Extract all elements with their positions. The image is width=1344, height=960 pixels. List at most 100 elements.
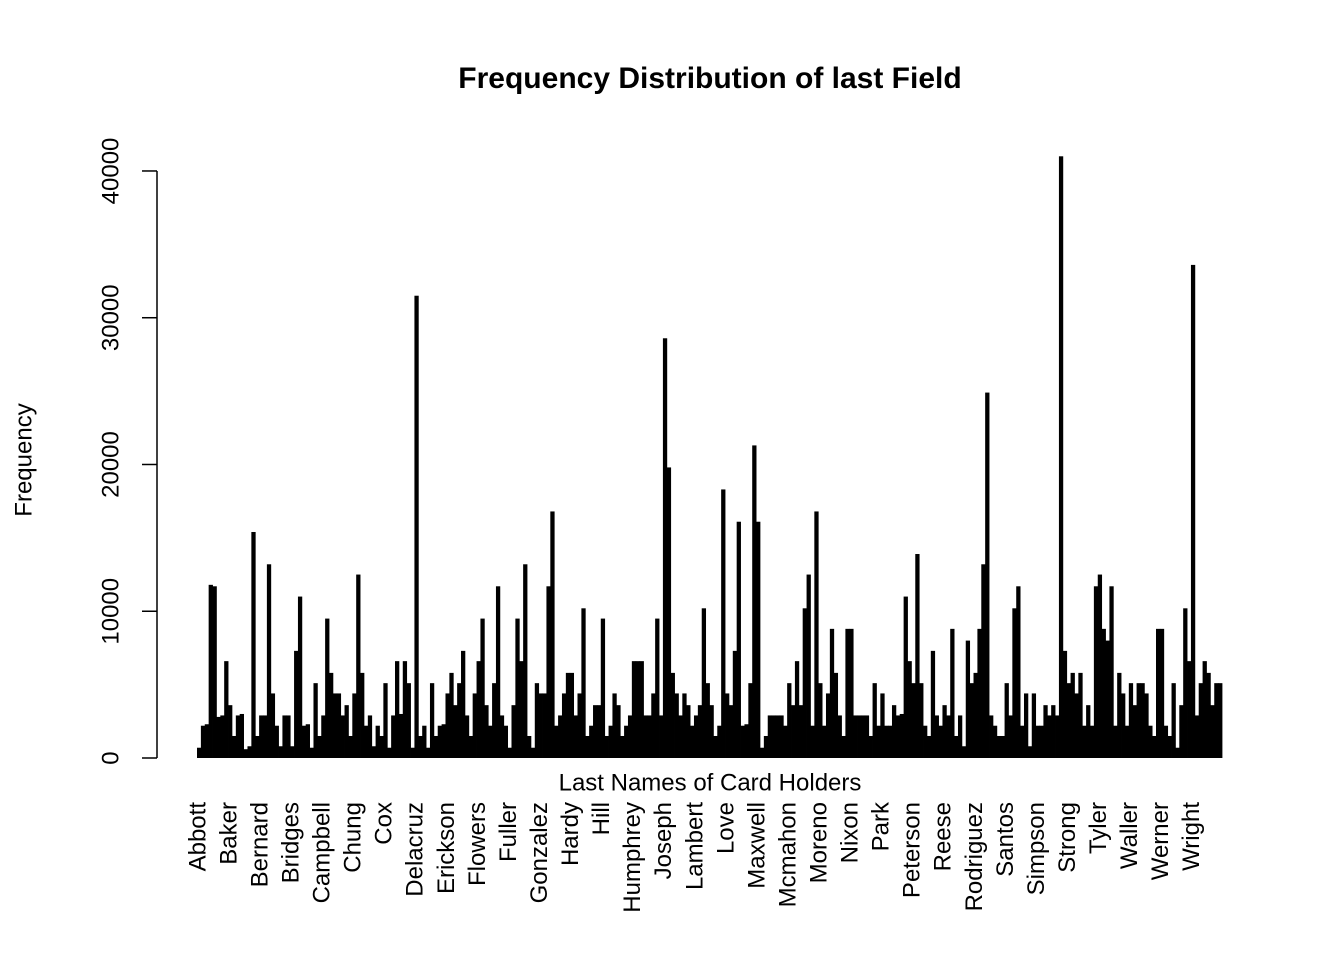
bar bbox=[895, 715, 901, 758]
x-tick-label: Chung bbox=[340, 802, 367, 873]
bar bbox=[418, 735, 423, 758]
bar bbox=[864, 715, 870, 758]
bar bbox=[301, 725, 307, 758]
bar bbox=[946, 715, 951, 758]
bar bbox=[212, 586, 217, 758]
bar bbox=[1155, 628, 1161, 758]
bar bbox=[263, 715, 268, 758]
bar bbox=[705, 683, 710, 758]
bar bbox=[1218, 683, 1223, 758]
x-axis-title: Last Names of Card Holders bbox=[559, 769, 862, 796]
bar bbox=[321, 715, 326, 758]
bar bbox=[1089, 725, 1095, 758]
bar bbox=[367, 715, 373, 758]
bar bbox=[216, 716, 221, 758]
bar bbox=[534, 683, 540, 758]
bar bbox=[911, 683, 916, 758]
bar bbox=[779, 715, 784, 758]
bar bbox=[294, 650, 299, 758]
x-tick-label: Abbott bbox=[184, 802, 211, 872]
x-tick-label: Strong bbox=[1054, 802, 1081, 873]
bar bbox=[1136, 683, 1141, 758]
x-tick-label: Baker bbox=[215, 802, 242, 865]
bar bbox=[499, 715, 505, 758]
y-tick-label: 0 bbox=[97, 751, 124, 764]
x-tick-label: Love bbox=[712, 802, 739, 854]
bar bbox=[647, 715, 652, 758]
bar bbox=[833, 672, 839, 758]
bar bbox=[204, 724, 210, 758]
bar bbox=[915, 554, 920, 758]
chart-title: Frequency Distribution of last Field bbox=[458, 62, 961, 95]
bar bbox=[1031, 693, 1037, 758]
bar bbox=[880, 693, 885, 758]
bar bbox=[662, 338, 668, 758]
x-tick-label: Gonzalez bbox=[526, 802, 553, 903]
bar bbox=[197, 747, 202, 758]
bar bbox=[255, 735, 260, 758]
bar bbox=[480, 618, 485, 758]
bar bbox=[274, 725, 279, 758]
bar bbox=[1043, 705, 1048, 758]
bar bbox=[433, 735, 439, 758]
x-tick-label: Cox bbox=[371, 802, 398, 845]
bar bbox=[996, 735, 1002, 758]
bar bbox=[278, 746, 283, 758]
bar bbox=[453, 705, 458, 758]
bar bbox=[822, 725, 827, 758]
bar bbox=[309, 747, 314, 758]
bar bbox=[934, 715, 939, 758]
bar bbox=[224, 661, 229, 758]
bar bbox=[472, 693, 477, 758]
bar bbox=[495, 586, 501, 758]
bar bbox=[678, 715, 683, 758]
bar bbox=[612, 693, 617, 758]
bar bbox=[1124, 725, 1130, 758]
bar bbox=[787, 683, 792, 758]
bar bbox=[519, 661, 524, 758]
bar bbox=[550, 511, 555, 758]
bar bbox=[1167, 735, 1172, 758]
bar bbox=[1148, 725, 1153, 758]
x-tick-label: Joseph bbox=[650, 802, 677, 879]
bar bbox=[251, 531, 256, 758]
bar bbox=[697, 705, 703, 758]
bar bbox=[259, 715, 264, 758]
bar bbox=[802, 608, 807, 758]
bar bbox=[1175, 747, 1180, 758]
bar bbox=[721, 489, 726, 758]
bar bbox=[527, 735, 532, 758]
bar bbox=[573, 715, 578, 758]
bar bbox=[771, 715, 776, 758]
bar bbox=[973, 672, 978, 758]
x-tick-label: Hill bbox=[588, 802, 615, 835]
bar bbox=[1074, 693, 1079, 758]
bar bbox=[461, 650, 466, 758]
bar bbox=[445, 693, 450, 758]
bar bbox=[926, 735, 932, 758]
bar bbox=[693, 715, 699, 758]
bar bbox=[220, 715, 225, 758]
bar bbox=[686, 705, 691, 758]
bar bbox=[235, 715, 241, 758]
bar bbox=[1163, 725, 1169, 758]
bar bbox=[600, 618, 606, 758]
bar bbox=[332, 693, 338, 758]
bar bbox=[352, 693, 357, 758]
bar bbox=[542, 693, 547, 758]
bar bbox=[325, 618, 330, 758]
bar bbox=[868, 735, 873, 758]
bar bbox=[317, 735, 322, 758]
bar bbox=[356, 574, 361, 758]
bar bbox=[1093, 586, 1099, 758]
x-tick-label: Santos bbox=[992, 802, 1019, 877]
bar bbox=[1144, 693, 1149, 758]
x-tick-label: Wright bbox=[1178, 802, 1205, 871]
x-tick-label: Mcmahon bbox=[774, 802, 801, 907]
bar bbox=[1132, 705, 1137, 758]
bar bbox=[1152, 735, 1157, 758]
bar bbox=[348, 735, 353, 758]
x-tick-label: Rodriguez bbox=[961, 802, 988, 911]
x-tick-label: Erickson bbox=[433, 802, 460, 894]
